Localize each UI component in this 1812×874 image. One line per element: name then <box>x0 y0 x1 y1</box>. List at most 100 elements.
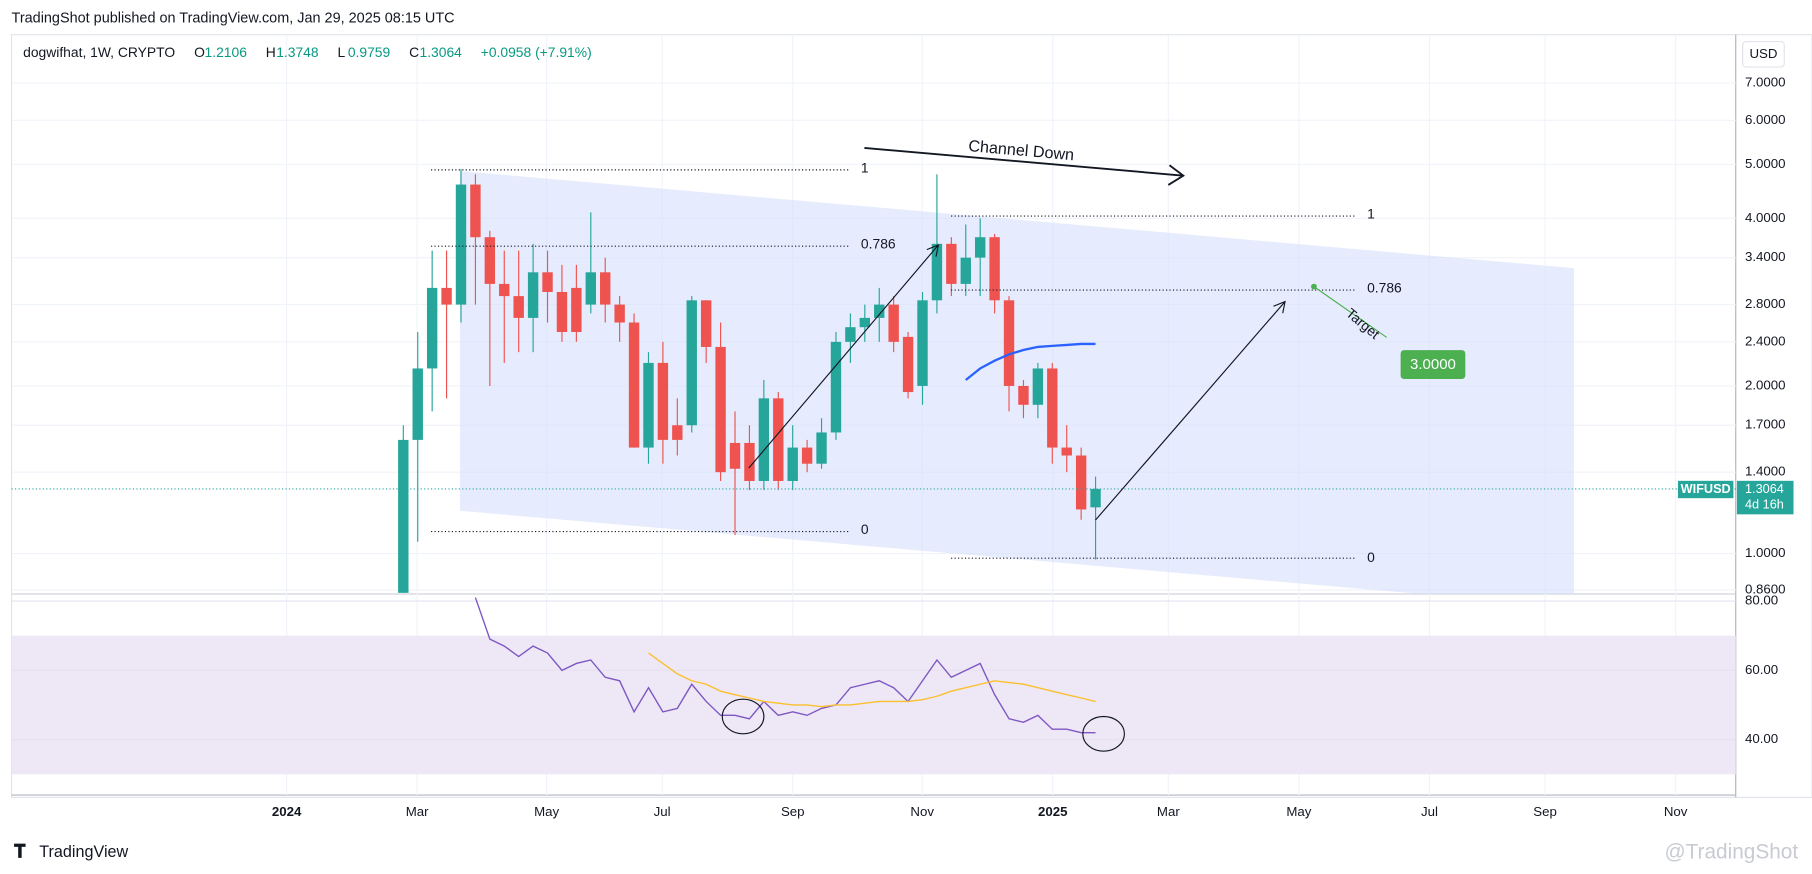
candle-body <box>499 283 510 297</box>
candle-body <box>773 398 784 481</box>
candle-body <box>917 300 928 386</box>
candle-body <box>787 447 798 481</box>
ohlc-value: 1.2106 <box>205 44 248 60</box>
candle-body <box>859 317 871 328</box>
candle-body <box>600 272 611 305</box>
candle-body <box>758 398 770 481</box>
candle-body <box>455 184 467 305</box>
symbol-tag-text: WIFUSD <box>1681 481 1731 496</box>
rsi-band <box>11 635 1736 775</box>
y-tick-label: 5.0000 <box>1745 156 1786 171</box>
y-tick-label: 0.8600 <box>1745 582 1786 597</box>
channel-arrow <box>864 147 1185 186</box>
trend-arrow <box>748 244 940 469</box>
target-price: 3.0000 <box>1410 356 1456 373</box>
rsi-line <box>474 597 1096 734</box>
candle-body <box>441 287 452 305</box>
candle-body <box>484 237 496 284</box>
y-tick-label: 6.0000 <box>1745 112 1786 127</box>
candle-body <box>902 336 914 393</box>
x-tick-label: 2024 <box>272 804 302 819</box>
fib-label: 0.786 <box>1367 280 1402 296</box>
currency: USD <box>1749 46 1777 61</box>
symbol-tag <box>1677 480 1734 499</box>
header: TradingShot published on TradingView.com… <box>12 10 592 60</box>
price-tag <box>1736 480 1794 515</box>
ohlc: O 1.2106 H 1.3748 L 0.9759 C 1.3064 +0.0958 (+7.… <box>194 44 592 60</box>
candle-body <box>960 257 971 284</box>
y-tick-label: 40.00 <box>1745 731 1778 746</box>
candle-body <box>989 237 1000 301</box>
candle-body <box>657 362 669 440</box>
countdown: 4d 16h <box>1745 496 1784 511</box>
x-tick-label: May <box>534 804 559 819</box>
candle-body <box>614 304 625 323</box>
candle-body <box>816 432 827 464</box>
candle-body <box>1018 385 1029 405</box>
x-tick-label: Sep <box>781 804 805 819</box>
candle-body <box>513 296 524 318</box>
currency-box <box>1742 41 1785 68</box>
candle-body <box>1047 368 1058 448</box>
fib-label: 1 <box>1367 206 1375 222</box>
candle-body <box>946 243 957 284</box>
target-box <box>1400 350 1466 380</box>
y-tick-label: 2.8000 <box>1745 296 1786 311</box>
price-tag-text: 1.3064 <box>1745 481 1784 496</box>
candle-body <box>931 243 943 301</box>
rsi-line <box>648 652 1096 708</box>
x-tick-label: Jul <box>1421 804 1438 819</box>
x-tick-label: Sep <box>1533 804 1557 819</box>
change: +0.0958 (+7.91%) <box>481 44 592 60</box>
candle-body <box>974 237 986 258</box>
ohlc-value: 0.9759 <box>348 44 391 60</box>
fib-label: 0.786 <box>861 236 896 252</box>
candle-body <box>412 368 423 440</box>
trend-arrow <box>1095 300 1286 521</box>
candle-body <box>672 425 683 440</box>
x-tick-label: May <box>1286 804 1311 819</box>
candle-body <box>398 439 409 593</box>
candle-body <box>700 300 712 347</box>
candle-body <box>1061 447 1072 456</box>
candle-body <box>643 362 654 448</box>
candle-body <box>874 304 885 318</box>
candle-body <box>571 287 582 332</box>
candle-body <box>801 447 813 464</box>
candle-body <box>556 291 568 332</box>
candle-body <box>715 346 726 473</box>
candle-body <box>585 272 596 305</box>
brand: TradingView <box>39 843 128 861</box>
candle-body <box>744 442 755 481</box>
candle-body <box>1003 300 1015 386</box>
candle-body <box>1032 368 1044 405</box>
target-dot <box>1311 283 1317 290</box>
published: TradingShot published on TradingView.com… <box>12 10 455 26</box>
marks <box>11 169 1736 734</box>
x-tick-label: Mar <box>406 804 429 819</box>
circle-mark <box>721 698 765 735</box>
y-tick-label: 1.0000 <box>1745 545 1786 560</box>
y-tick-label: 80.00 <box>1745 593 1778 608</box>
ohlc-key: C <box>409 44 419 60</box>
ohlc-key: L <box>337 44 345 60</box>
channel <box>459 171 1574 594</box>
y-tick-label: 1.4000 <box>1745 464 1786 479</box>
ohlc-key: O <box>194 44 205 60</box>
candle-body <box>1075 455 1087 510</box>
footer: 𝐓 TradingView @TradingShot <box>14 840 1798 863</box>
watermark: @TradingShot <box>1664 840 1798 863</box>
moving-average <box>965 342 1096 381</box>
chart-frame <box>10 34 1812 798</box>
x-tick-label: Nov <box>1664 804 1688 819</box>
candle-body <box>542 272 553 292</box>
x-tick-label: 2025 <box>1038 804 1068 819</box>
target-line <box>1313 286 1388 338</box>
candle-body <box>830 341 842 433</box>
fib-label: 0 <box>861 521 869 537</box>
candle-body <box>527 272 539 318</box>
x-tick-label: Mar <box>1157 804 1180 819</box>
ohlc-value: 1.3748 <box>276 44 319 60</box>
fib-label: 0 <box>1367 549 1375 565</box>
